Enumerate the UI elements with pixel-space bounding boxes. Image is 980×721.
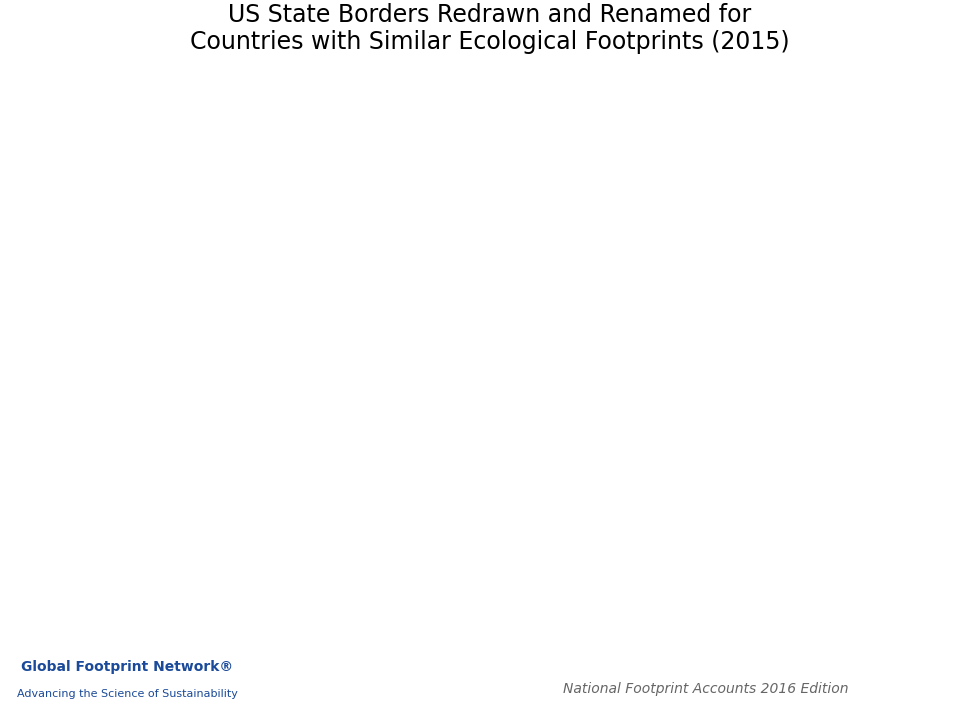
Text: Global Footprint Network®: Global Footprint Network®	[22, 660, 233, 674]
Title: US State Borders Redrawn and Renamed for
Countries with Similar Ecological Footp: US State Borders Redrawn and Renamed for…	[190, 3, 790, 54]
Text: Advancing the Science of Sustainability: Advancing the Science of Sustainability	[17, 689, 238, 699]
Text: National Footprint Accounts 2016 Edition: National Footprint Accounts 2016 Edition	[563, 682, 849, 696]
